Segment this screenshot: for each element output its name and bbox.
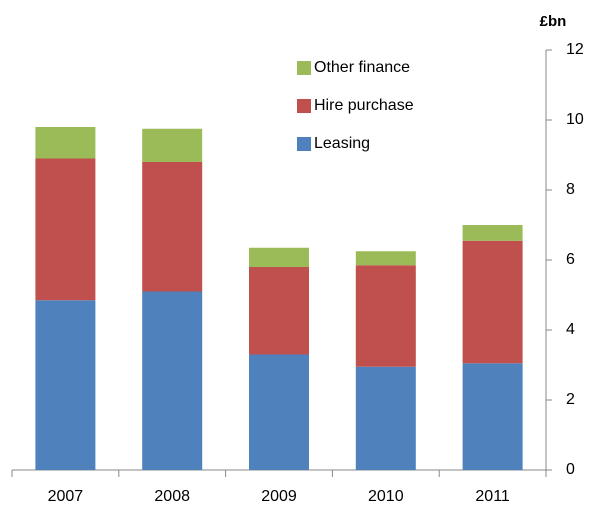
y-tick-label: 8 — [566, 181, 575, 198]
bar-segment — [142, 128, 203, 162]
bar-segment — [35, 300, 96, 470]
bar-segment — [249, 247, 309, 267]
legend-label: Hire purchase — [314, 97, 414, 114]
bar-segment — [35, 127, 96, 159]
y-tick-label: 0 — [566, 461, 575, 478]
y-tick-label: 10 — [566, 111, 584, 128]
bar-segment — [462, 363, 523, 470]
bar-segment — [142, 162, 203, 292]
x-tick-label: 2011 — [475, 488, 510, 505]
y-tick-label: 4 — [566, 321, 575, 338]
bar-segment — [142, 291, 203, 470]
bar-segment — [249, 267, 309, 355]
x-tick-label: 2008 — [154, 488, 190, 505]
bar-segment — [249, 354, 309, 470]
legend-swatch — [297, 99, 311, 113]
bar-segment — [35, 158, 96, 301]
y-tick-label: 12 — [566, 41, 584, 58]
bar-segment — [355, 366, 416, 470]
x-tick-label: 2009 — [261, 488, 297, 505]
legend-label: Leasing — [314, 135, 370, 152]
x-tick-label: 2007 — [48, 488, 84, 505]
legend-label: Other finance — [314, 59, 410, 76]
y-axis-unit: £bn — [540, 13, 567, 30]
x-tick-label: 2010 — [368, 488, 404, 505]
y-tick-label: 2 — [566, 391, 575, 408]
bar-segment — [462, 240, 523, 364]
legend-swatch — [297, 61, 311, 75]
bar-segment — [355, 265, 416, 367]
y-tick-label: 6 — [566, 251, 575, 268]
legend-swatch — [297, 137, 311, 151]
bar-segment — [462, 225, 523, 241]
bar-segment — [355, 251, 416, 266]
